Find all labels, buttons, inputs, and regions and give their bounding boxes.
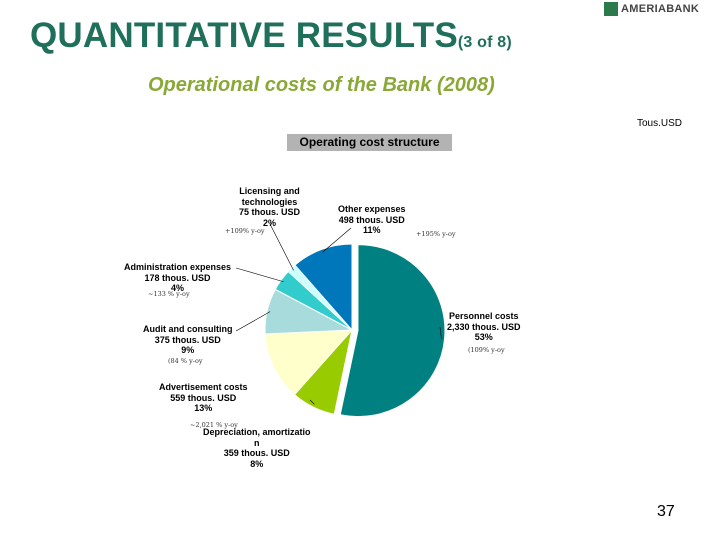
leader-line <box>235 267 284 283</box>
slice-label-line: 53% <box>474 332 493 342</box>
logo-text: AMERIABANK <box>621 3 700 15</box>
slice-label: Audit and consulting 375 thous. USD 9% <box>143 324 233 356</box>
slice-label-line: 9% <box>181 345 195 355</box>
slice-label-line: 375 thous. USD <box>154 334 221 345</box>
slice-label-line: Administration expenses <box>124 262 232 272</box>
slice-label-line: Advertisement costs <box>159 382 248 392</box>
slice-label-line: 359 thous. USD <box>223 448 290 458</box>
unit-label: Tous.USD <box>637 118 683 129</box>
slice-note: +195% y-oy <box>416 230 456 238</box>
slice-label-line: 11% <box>363 225 381 235</box>
slice-note: +109% y-oy <box>225 227 265 235</box>
pie-slice-other-expenses <box>294 243 353 332</box>
slice-label-line: 8% <box>250 458 264 469</box>
slice-label: Advertisement costs 559 thous. USD 13% <box>159 382 248 414</box>
slice-label-line: 498 thous. USD <box>338 214 405 225</box>
leader-line <box>322 227 352 253</box>
slice-label: Depreciation, amortizatio n 359 thous. USD… <box>203 427 311 469</box>
page-title: QUANTITATIVE RESULTS(3 of 8) <box>30 16 512 56</box>
slice-label-line: Audit and consulting <box>143 324 233 334</box>
slice-label: Administration expenses 178 thous. USD 4% <box>124 262 231 294</box>
slice-label: Licensing and technologies 75 thous. USD 2% <box>239 186 300 228</box>
slice-label-line: Depreciation, amortizatio <box>203 427 311 437</box>
title-main: QUANTITATIVE RESULTS <box>30 16 458 55</box>
slice-label-line: 75 thous. USD <box>239 207 301 217</box>
subtitle: Operational costs of the Bank (2008) <box>148 74 495 96</box>
bank-logo: AMERIABANK <box>604 2 699 16</box>
pie-slice-personnel-costs <box>339 244 446 418</box>
leader-line <box>309 399 315 405</box>
slice-label-line: 178 thous. USD <box>144 272 211 283</box>
slice-label-line: Licensing and <box>239 186 300 196</box>
slice-label-line: n <box>254 437 260 448</box>
slice-label-line: technologies <box>241 196 298 207</box>
slice-label-line: Personnel costs <box>449 311 519 321</box>
leader-line <box>235 311 271 332</box>
leader-line <box>439 326 442 340</box>
chart-title: Operating cost structure <box>287 134 452 151</box>
slice-note: ~133 % y-oy <box>148 290 190 298</box>
slice-label-line: 13% <box>194 403 213 413</box>
page-number: 37 <box>657 503 675 520</box>
slice-label-line: Other expenses <box>338 204 406 214</box>
slice-label-line: 559 thous. USD <box>170 392 237 403</box>
slice-note: (109% y-oy <box>468 346 505 354</box>
slice-label-line: 2% <box>263 217 277 228</box>
leader-line <box>269 223 294 271</box>
slice-label: Other expenses 498 thous. USD 11% <box>338 204 406 236</box>
slice-label-line: 4% <box>171 283 185 293</box>
logo-mark-icon <box>604 2 618 16</box>
slice-label-line: 2,330 thous. USD <box>447 321 521 332</box>
title-suffix: (3 of 8) <box>457 34 512 51</box>
slice-label: Personnel costs 2,330 thous. USD 53% <box>447 311 521 343</box>
pie-slice-advertisement-costs <box>264 329 354 396</box>
slice-note: (84 % y-oy <box>168 357 203 365</box>
slice-note: ~2,021 % y-oy <box>190 421 238 429</box>
